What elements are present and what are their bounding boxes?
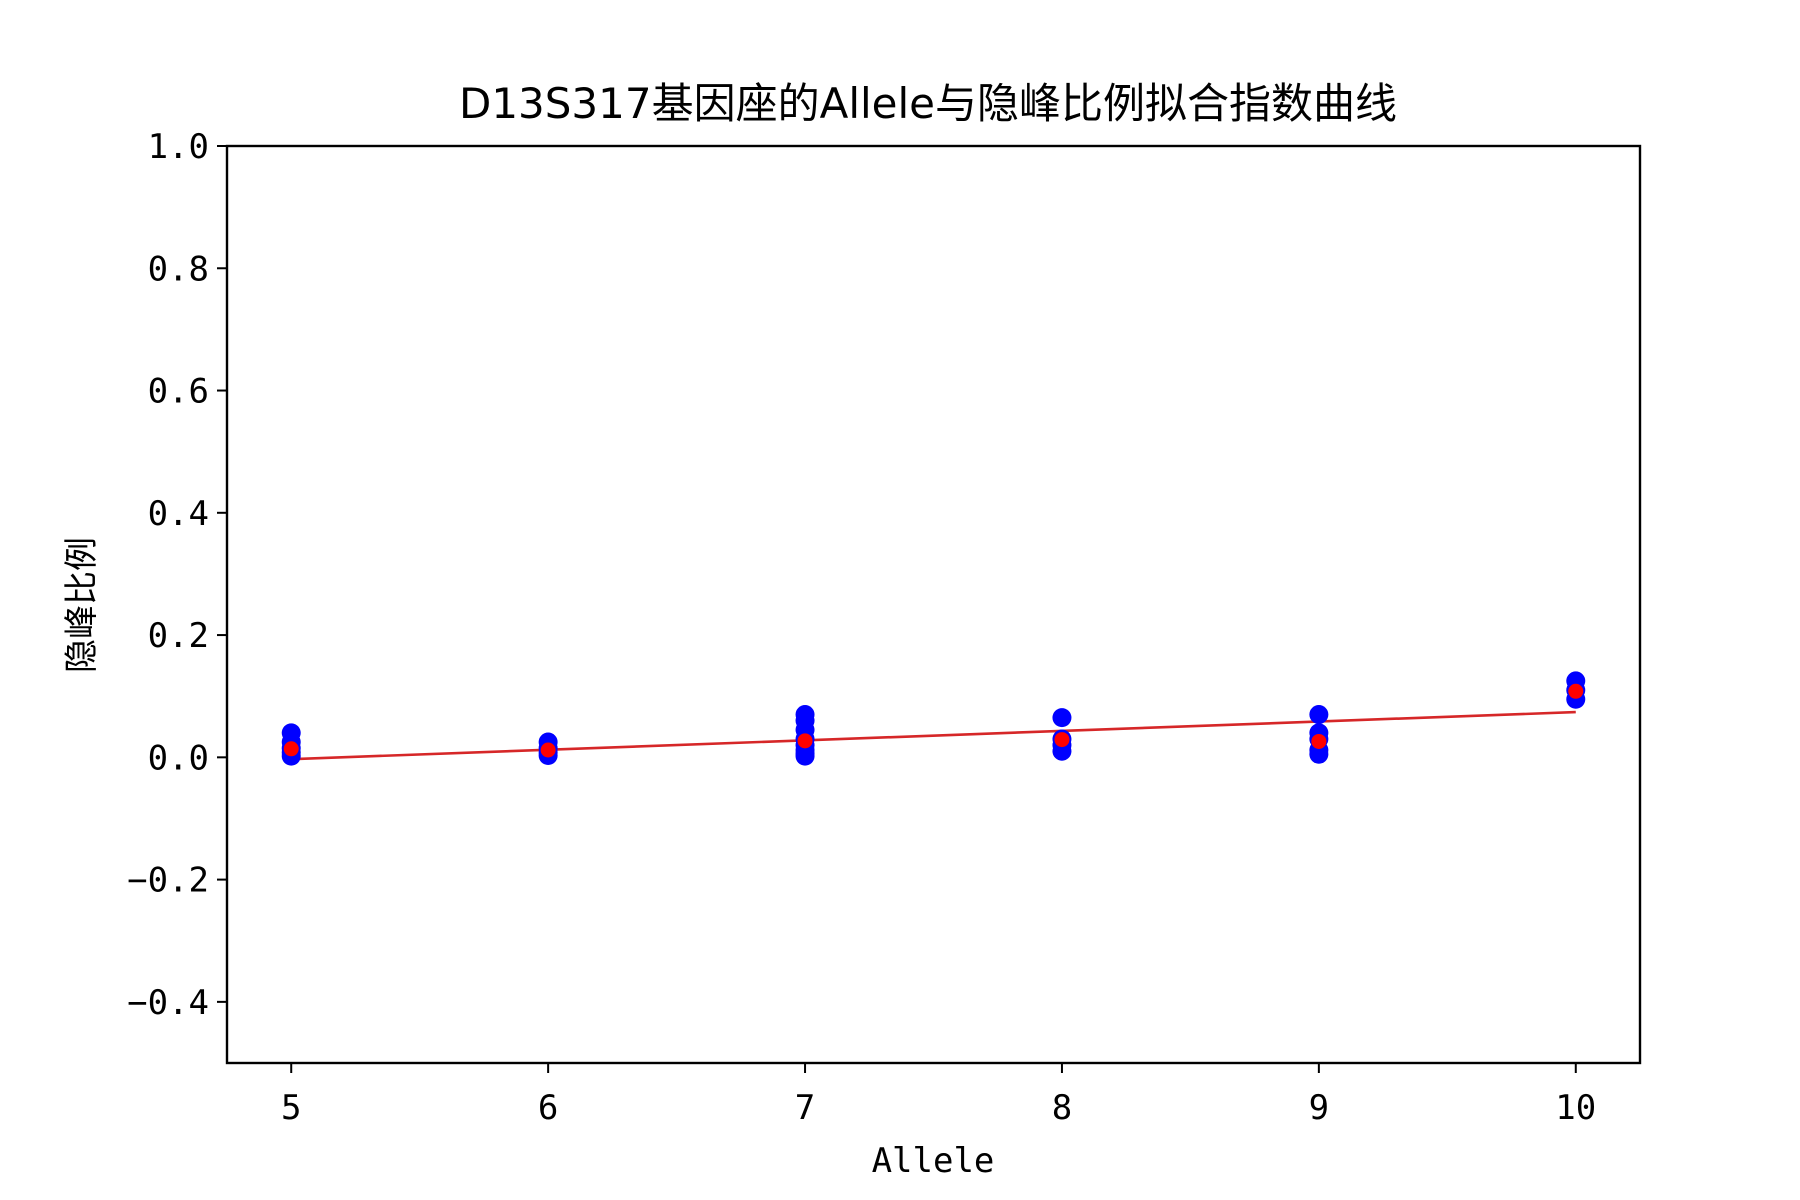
x-tick-label: 9 [1309, 1088, 1329, 1128]
y-tick-label: 0.8 [148, 249, 209, 289]
x-tick-label: 10 [1555, 1088, 1596, 1128]
y-tick-label: −0.2 [127, 861, 209, 901]
x-tick-label: 5 [281, 1088, 301, 1128]
x-axis-ticks: 5 6 7 8 9 10 [281, 1063, 1596, 1128]
x-tick-label: 8 [1052, 1088, 1072, 1128]
x-axis-title: Allele [872, 1141, 995, 1181]
mean-points-layer [283, 683, 1584, 758]
fit-line [291, 710, 1576, 761]
observed-point [795, 746, 815, 766]
y-tick-label: 0.0 [148, 738, 209, 778]
mean-point [540, 742, 556, 758]
mean-point [1568, 683, 1584, 699]
fit-line-layer [291, 710, 1576, 761]
plot-area-frame [225, 144, 1642, 1065]
y-axis-ticks: −0.4 −0.2 0.0 0.2 0.4 0.6 0.8 1.0 [127, 127, 227, 1023]
y-tick-label: 0.2 [148, 616, 209, 656]
y-tick-label: 0.4 [148, 494, 209, 534]
observed-point [1309, 744, 1329, 764]
observed-point [1052, 708, 1072, 728]
y-tick-label: 1.0 [148, 127, 209, 167]
observed-point [1052, 741, 1072, 761]
chart-title: D13S317基因座的Allele与隐峰比例拟合指数曲线 [459, 79, 1397, 128]
y-axis-title: 隐峰比例 [62, 537, 102, 673]
y-tick-label: 0.6 [148, 372, 209, 412]
mean-point [283, 741, 299, 757]
mean-point [1054, 732, 1070, 748]
x-tick-label: 6 [538, 1088, 558, 1128]
observed-point [1309, 705, 1329, 725]
mean-point [1311, 733, 1327, 749]
mean-point [797, 733, 813, 749]
y-tick-label: −0.4 [127, 983, 209, 1023]
x-tick-label: 7 [795, 1088, 815, 1128]
